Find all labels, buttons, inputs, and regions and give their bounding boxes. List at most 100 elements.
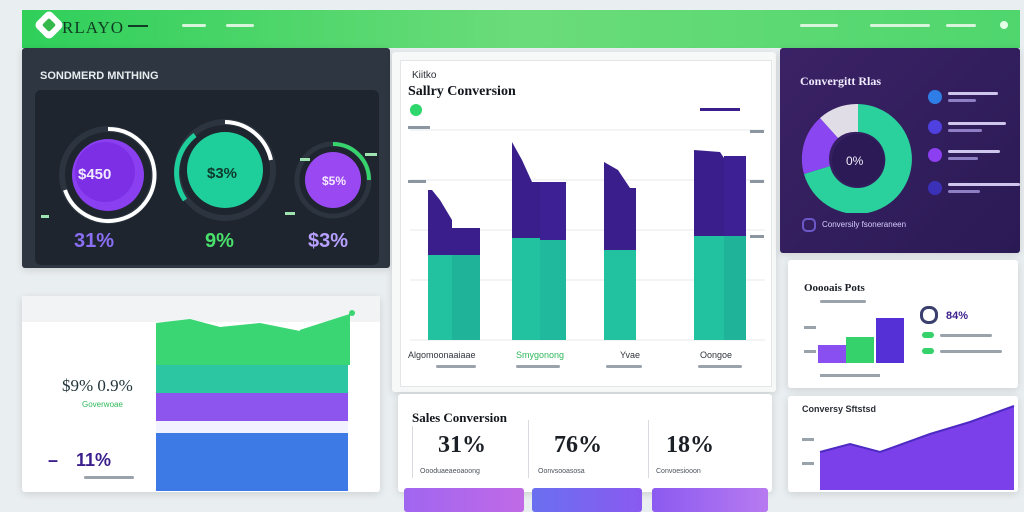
growth-value-b: 11% bbox=[76, 450, 112, 470]
nav-link-4[interactable] bbox=[870, 24, 930, 27]
points-bar-chart bbox=[804, 318, 904, 377]
points-bar-1 bbox=[818, 345, 846, 363]
trend-tick bbox=[802, 438, 814, 441]
conversion-bar-chart bbox=[408, 108, 765, 341]
x-label-1: Algomoonaaiaae bbox=[408, 350, 476, 360]
bar-5 bbox=[604, 250, 636, 340]
brand-name[interactable]: RLAYO bbox=[62, 18, 124, 37]
growth-value-a: $9% 0.9% bbox=[62, 376, 133, 395]
bar-4-top bbox=[540, 182, 566, 242]
nav-link-1[interactable] bbox=[182, 24, 206, 27]
x-label-4: Oongoe bbox=[700, 350, 733, 360]
kpi-divider bbox=[648, 420, 649, 478]
kpi-action-button-1[interactable] bbox=[404, 488, 524, 512]
y-tick-label bbox=[750, 235, 764, 238]
area-band-blue bbox=[156, 433, 348, 491]
growth-value-a-sub: Goverwoae bbox=[82, 400, 123, 409]
points-title: Ooooais Pots bbox=[804, 282, 865, 294]
brand-underline bbox=[128, 25, 148, 27]
area-band-purple bbox=[156, 393, 348, 421]
trend-area-chart bbox=[802, 405, 1015, 490]
sales-kpi-panel bbox=[398, 394, 772, 492]
kpi-1-label: Oooduaeaeoaoong bbox=[420, 468, 480, 475]
legend-row-3 bbox=[948, 150, 1000, 153]
kpi-divider bbox=[412, 426, 413, 478]
legend-row-2 bbox=[948, 122, 1006, 125]
trend-tick bbox=[802, 462, 814, 465]
legend-row-3-sub bbox=[948, 157, 978, 160]
gauge-3-value: $3% bbox=[308, 230, 349, 252]
bar-4 bbox=[540, 240, 566, 340]
points-subtitle bbox=[820, 300, 866, 303]
bar-7 bbox=[724, 236, 746, 340]
points-tick bbox=[804, 326, 816, 329]
area-band-light bbox=[156, 421, 348, 433]
points-legend-chip-1 bbox=[922, 332, 934, 338]
points-legend-1 bbox=[940, 334, 992, 337]
tick-mark bbox=[365, 153, 377, 156]
growth-endpoint-dot bbox=[349, 310, 355, 316]
kpi-action-button-2[interactable] bbox=[532, 488, 642, 512]
legend-row-1 bbox=[948, 92, 998, 95]
kpi-action-button-3[interactable] bbox=[652, 488, 768, 512]
points-bar-2 bbox=[846, 337, 874, 363]
gauge-2-value: 9% bbox=[205, 230, 234, 252]
points-ring-icon bbox=[920, 306, 938, 324]
bar-1-top bbox=[428, 190, 452, 255]
bar-1 bbox=[428, 255, 452, 340]
chart-title: Sallry Conversion bbox=[408, 84, 516, 99]
gauge-3 bbox=[294, 141, 372, 219]
footer-ring-icon bbox=[802, 218, 816, 232]
bar-3 bbox=[512, 238, 540, 340]
legend-green-dot bbox=[410, 104, 422, 116]
gauges-svg bbox=[41, 119, 377, 224]
bar-2 bbox=[452, 255, 480, 340]
legend-dot-purple bbox=[928, 148, 942, 162]
x-label-3: Yvae bbox=[620, 350, 641, 360]
gauge-3-center-label: $5% bbox=[322, 174, 347, 188]
rates-footer: Conversily fsoneraneen bbox=[822, 220, 907, 229]
trend-title: Conversy Sftstsd bbox=[802, 404, 877, 414]
x-sublabel-1 bbox=[436, 365, 476, 368]
y-tick-label bbox=[408, 126, 430, 129]
y-tick-label bbox=[750, 130, 764, 133]
nav-link-2[interactable] bbox=[226, 24, 254, 27]
tick-mark bbox=[300, 158, 310, 161]
gauge-1-center-label: $450 bbox=[78, 166, 112, 183]
chart-kicker: Kiitko bbox=[412, 70, 437, 81]
growth-value-b-sub bbox=[84, 476, 134, 479]
kpi-1-value: 31% bbox=[438, 432, 486, 458]
tick-mark bbox=[285, 212, 295, 215]
y-tick-label bbox=[408, 180, 426, 183]
bar-6 bbox=[694, 236, 724, 340]
rates-donut bbox=[801, 103, 912, 213]
bar-6-top bbox=[694, 150, 724, 236]
gauge-2 bbox=[174, 119, 276, 221]
points-axis-label bbox=[820, 374, 880, 377]
sales-kpi-title: Sales Conversion bbox=[412, 410, 507, 425]
gauge-1 bbox=[59, 126, 157, 224]
legend-row-4-sub bbox=[948, 190, 980, 193]
legend-dot-blue bbox=[928, 90, 942, 104]
kpi-divider bbox=[528, 420, 529, 478]
overview-title: SONDMERD MNTHING bbox=[40, 70, 159, 82]
x-sublabel-4 bbox=[698, 365, 742, 368]
nav-link-5[interactable] bbox=[946, 24, 976, 27]
x-label-2: Smygonong bbox=[516, 350, 565, 360]
growth-stacked-area bbox=[156, 310, 355, 491]
area-band-teal bbox=[156, 365, 348, 393]
points-badge-value: 84% bbox=[946, 310, 969, 322]
legend-row-1-sub bbox=[948, 99, 976, 102]
kpi-3-value: 18% bbox=[666, 432, 714, 458]
user-avatar-icon[interactable] bbox=[1000, 21, 1008, 29]
nav-link-3[interactable] bbox=[800, 24, 838, 27]
legend-dot-navy bbox=[928, 181, 942, 195]
bar-3-top bbox=[512, 142, 540, 240]
points-bar-3 bbox=[876, 318, 904, 363]
kpi-3-label: Convoesiooon bbox=[656, 468, 701, 475]
points-legend-2 bbox=[940, 350, 1002, 353]
legend-row-4 bbox=[948, 183, 1020, 186]
x-sublabel-3 bbox=[606, 365, 642, 368]
y-tick-label bbox=[750, 180, 764, 183]
rates-title: Convergitt Rlas bbox=[800, 74, 881, 88]
